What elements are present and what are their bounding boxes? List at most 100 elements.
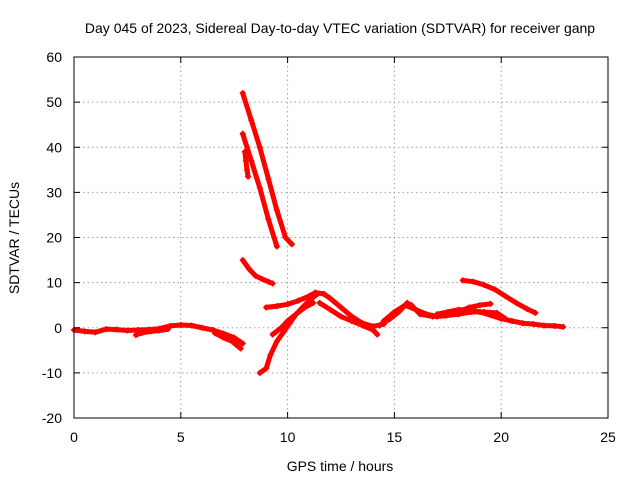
data-point: [530, 321, 537, 328]
data-point: [103, 326, 110, 333]
data-point: [412, 306, 419, 313]
grid-lines: [74, 57, 608, 418]
data-point: [295, 297, 302, 304]
y-tick-label: 20: [46, 230, 62, 246]
data-point: [284, 301, 291, 308]
data-point: [241, 148, 248, 155]
data-point: [476, 308, 483, 315]
data-point: [242, 157, 249, 164]
y-tick-label: 50: [46, 94, 62, 110]
data-points: [71, 90, 567, 376]
data-point: [380, 317, 387, 324]
data-point: [239, 130, 246, 137]
data-point: [273, 243, 280, 250]
series-tail-decay-arc: [434, 306, 567, 330]
series-rising-bump-arc: [263, 289, 387, 330]
data-point: [519, 320, 526, 327]
data-point: [327, 295, 334, 302]
x-tick-label: 20: [493, 429, 509, 445]
series-dip-branch-trace: [211, 330, 244, 352]
y-tick-label: 0: [54, 320, 62, 336]
data-point: [256, 369, 263, 376]
data-point: [256, 184, 263, 191]
data-point: [139, 329, 146, 336]
data-point: [252, 272, 259, 279]
data-point: [177, 322, 184, 329]
data-point: [164, 326, 171, 333]
data-point: [244, 166, 251, 173]
chart-title: Day 045 of 2023, Sidereal Day-to-day VTE…: [85, 20, 595, 36]
tick-labels: 0 5 10 15 20 25 -20 -10 0 10 20 30 40 50 60: [42, 49, 616, 445]
data-point: [359, 322, 366, 329]
series-post-dip-arc: [269, 299, 317, 338]
data-point: [476, 302, 483, 309]
y-tick-label: -10: [42, 365, 62, 381]
data-point: [487, 312, 494, 319]
data-point: [278, 324, 285, 331]
data-point: [391, 308, 398, 315]
series-lower-steep-arc: [239, 130, 280, 250]
data-point: [188, 322, 195, 329]
series-steep-arc-fragment: [241, 148, 252, 180]
x-tick-label: 0: [70, 429, 78, 445]
data-point: [540, 322, 547, 329]
data-point: [239, 340, 246, 347]
data-point: [502, 293, 509, 300]
data-point: [220, 334, 227, 341]
data-point: [513, 299, 520, 306]
y-tick-label: 10: [46, 275, 62, 291]
data-point: [229, 338, 236, 345]
data-point: [551, 322, 558, 329]
data-point: [258, 276, 265, 283]
data-point: [374, 331, 381, 338]
series-trace: [242, 149, 251, 180]
data-point: [434, 311, 441, 318]
data-point: [459, 277, 466, 284]
data-point: [239, 257, 246, 264]
series-mid-arc-a: [316, 299, 381, 338]
data-point: [280, 329, 287, 336]
data-point: [338, 313, 344, 320]
series-trace: [317, 300, 380, 337]
data-point: [487, 300, 494, 307]
data-point: [273, 338, 280, 345]
data-point: [113, 326, 120, 333]
data-point: [147, 328, 154, 335]
data-point: [269, 331, 276, 338]
data-point: [267, 351, 274, 358]
series-trace: [263, 290, 387, 329]
x-tick-label: 25: [600, 429, 616, 445]
data-point: [199, 324, 206, 331]
series-trace: [270, 300, 316, 337]
series-upper-steep-arc: [239, 90, 295, 248]
data-point: [265, 278, 272, 285]
data-point: [455, 306, 462, 313]
data-point: [523, 305, 530, 312]
y-tick-label: -20: [42, 410, 62, 426]
data-point: [444, 308, 451, 315]
data-point: [81, 328, 88, 335]
data-point: [263, 365, 270, 372]
data-point: [338, 304, 344, 311]
data-point: [231, 334, 238, 341]
data-point: [237, 345, 244, 352]
data-point: [248, 157, 255, 164]
data-point: [470, 278, 477, 285]
data-point: [273, 303, 280, 310]
data-point: [376, 322, 383, 329]
data-point: [124, 327, 131, 334]
data-point: [466, 306, 473, 313]
data-point: [246, 266, 253, 273]
data-point: [248, 117, 255, 124]
data-point: [327, 306, 334, 313]
y-tick-label: 40: [46, 139, 62, 155]
data-point: [423, 311, 430, 318]
x-tick-label: 10: [280, 429, 296, 445]
y-axis-label: SDTVAR / TECUs: [6, 182, 22, 294]
series-secondary-bump-arc: [459, 277, 539, 316]
data-point: [282, 234, 289, 241]
data-point: [491, 286, 498, 293]
data-point: [312, 289, 319, 296]
data-point: [320, 290, 327, 297]
